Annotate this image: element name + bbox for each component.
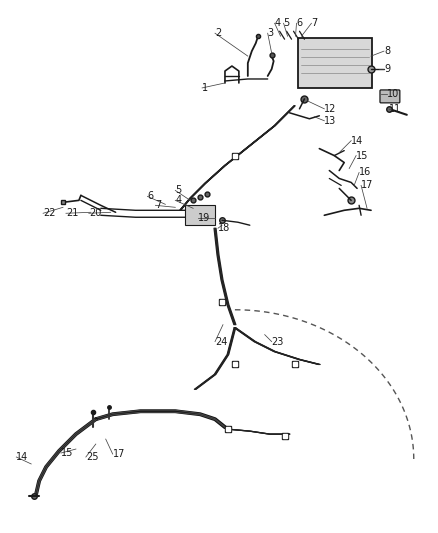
Text: 17: 17: [361, 181, 374, 190]
Text: 13: 13: [324, 116, 336, 126]
Text: 25: 25: [86, 452, 99, 462]
FancyBboxPatch shape: [298, 38, 372, 88]
Text: 18: 18: [218, 223, 230, 233]
Text: 6: 6: [148, 191, 154, 201]
Text: 3: 3: [268, 28, 274, 38]
Text: 8: 8: [384, 46, 390, 56]
Text: 12: 12: [324, 104, 337, 114]
Text: 20: 20: [89, 208, 101, 219]
Text: 5: 5: [283, 18, 290, 28]
Text: 4: 4: [275, 18, 281, 28]
Text: 17: 17: [113, 449, 125, 459]
Text: 15: 15: [356, 151, 368, 160]
FancyBboxPatch shape: [380, 90, 400, 103]
Text: 6: 6: [297, 18, 303, 28]
Text: 21: 21: [66, 208, 78, 219]
Text: 7: 7: [155, 200, 162, 211]
Text: 19: 19: [198, 213, 210, 223]
Text: 15: 15: [61, 448, 74, 458]
Text: 9: 9: [384, 64, 390, 74]
Text: 5: 5: [175, 185, 181, 196]
Text: 22: 22: [43, 208, 56, 219]
Text: 16: 16: [359, 167, 371, 177]
Text: 23: 23: [272, 337, 284, 346]
Text: 11: 11: [389, 104, 401, 114]
Text: 4: 4: [175, 196, 181, 205]
Text: 24: 24: [215, 337, 227, 346]
Text: 7: 7: [311, 18, 318, 28]
Text: 1: 1: [202, 83, 208, 93]
Text: 14: 14: [351, 136, 364, 146]
Bar: [185, 205, 215, 225]
Text: 10: 10: [387, 89, 399, 99]
Text: 2: 2: [215, 28, 221, 38]
Text: 14: 14: [16, 452, 28, 462]
